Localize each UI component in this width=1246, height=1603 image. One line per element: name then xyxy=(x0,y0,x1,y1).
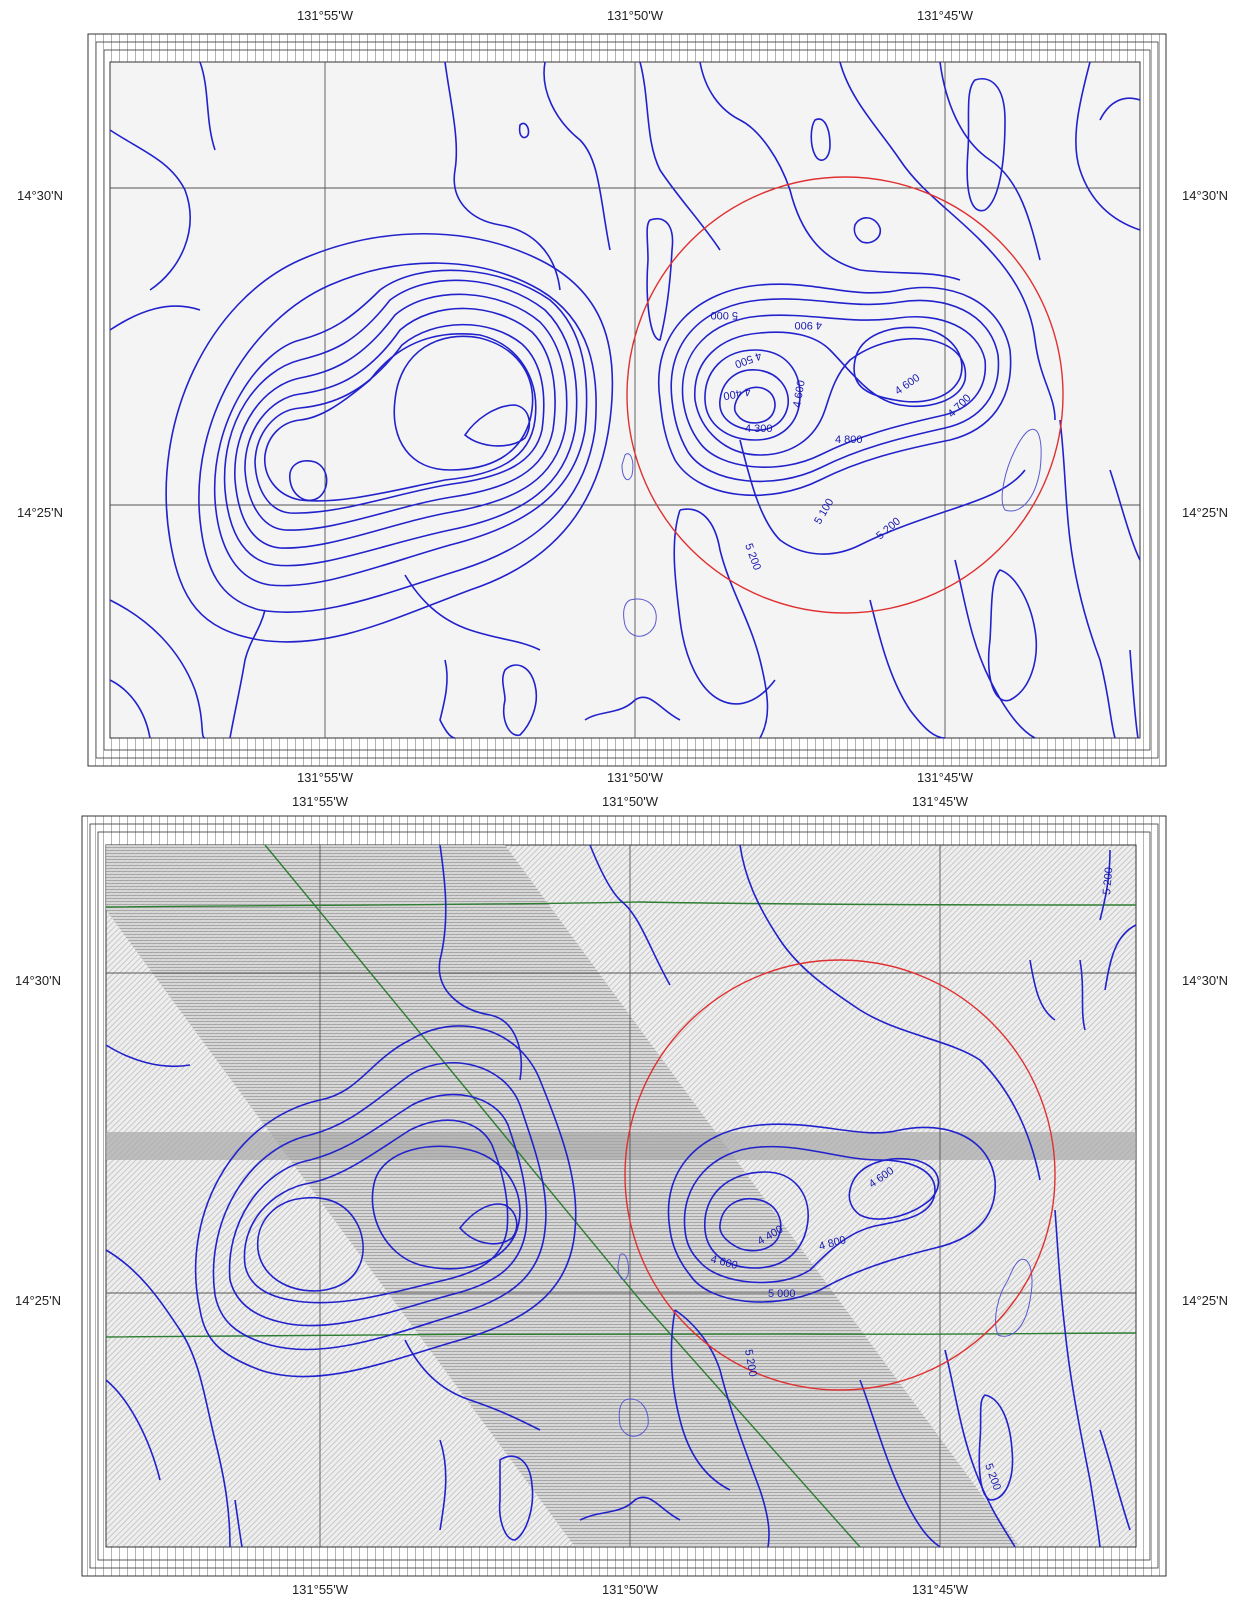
lon-label: 131°55'W xyxy=(292,794,349,809)
contour-label: 4 300 xyxy=(745,423,773,435)
map-area xyxy=(109,61,1141,739)
lon-label: 131°50'W xyxy=(607,770,664,785)
lat-label: 14°30'N xyxy=(15,973,61,988)
contour-label: 5 000 xyxy=(710,309,738,321)
contour-label: 4 900 xyxy=(794,319,822,331)
ship-tracks xyxy=(105,844,1137,1548)
minor-contours xyxy=(617,1253,1033,1437)
lon-label: 131°45'W xyxy=(912,1582,969,1597)
lat-label: 14°25'N xyxy=(17,505,63,520)
lon-label: 131°55'W xyxy=(297,770,354,785)
lat-label: 14°30'N xyxy=(17,188,63,203)
lon-label: 131°55'W xyxy=(297,8,354,23)
lon-label: 131°55'W xyxy=(292,1582,349,1597)
lat-label: 14°25'N xyxy=(1182,505,1228,520)
contour-label: 4 600 xyxy=(791,379,808,408)
top-map: 131°55'W 131°50'W 131°45'W 14°30'N 14°25… xyxy=(17,8,1228,785)
lon-label: 131°50'W xyxy=(607,8,664,23)
lon-label: 131°50'W xyxy=(602,794,659,809)
survey-swath xyxy=(106,845,1020,1547)
survey-band xyxy=(106,1132,1136,1160)
minor-contours xyxy=(621,428,1042,637)
lon-label: 131°50'W xyxy=(602,1582,659,1597)
bottom-map: 131°55'W 131°50'W 131°45'W 14°30'N 14°25… xyxy=(15,794,1228,1597)
lat-label: 14°25'N xyxy=(1182,1293,1228,1308)
lon-label: 131°45'W xyxy=(912,794,969,809)
contour-label: 5 200 xyxy=(742,1348,759,1377)
study-area-circle xyxy=(626,176,1064,614)
contour-label: 4 400 xyxy=(722,385,751,402)
lat-label: 14°25'N xyxy=(15,1293,61,1308)
study-area-circle xyxy=(624,959,1056,1391)
graticule xyxy=(106,845,1136,1547)
lat-label: 14°30'N xyxy=(1182,973,1228,988)
depth-contours xyxy=(105,844,1137,1548)
lat-label: 14°30'N xyxy=(1182,188,1228,203)
contour-label: 5 000 xyxy=(768,1288,796,1300)
contour-label: 5 200 xyxy=(1101,867,1115,895)
depth-contours xyxy=(109,61,1141,739)
lon-label: 131°45'W xyxy=(917,770,974,785)
lon-label: 131°45'W xyxy=(917,8,974,23)
contour-label: 4 800 xyxy=(835,434,863,446)
